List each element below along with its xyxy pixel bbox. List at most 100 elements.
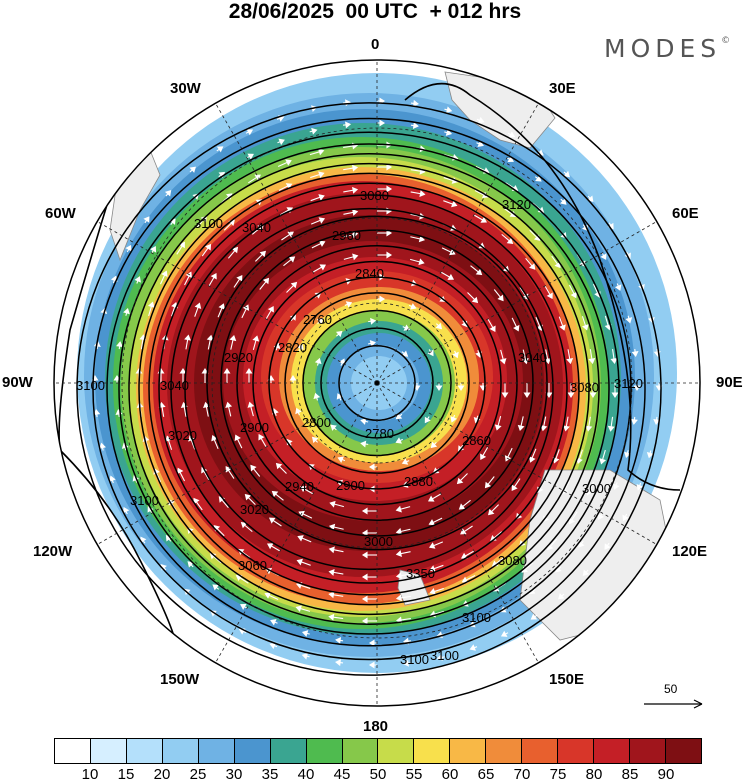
graticule [54, 60, 700, 706]
wind-vector [460, 550, 475, 559]
wind-vector [311, 240, 326, 249]
wind-vector [361, 595, 377, 603]
map-disc [54, 60, 700, 706]
wind-vector [217, 303, 225, 318]
wind-vector [636, 482, 644, 491]
wind-vector [600, 252, 607, 260]
wind-vector [646, 450, 654, 459]
lon-label-60w: 60W [45, 205, 76, 222]
colorbar-swatch [126, 739, 163, 763]
wind-vector [585, 416, 593, 432]
wind-vector [176, 241, 185, 255]
height-contour [106, 131, 632, 647]
wind-vector [143, 216, 150, 224]
wind-vector [581, 316, 589, 331]
contour-label: 3020 [240, 502, 269, 517]
wind-vector [361, 507, 377, 515]
wind-vector [500, 630, 509, 637]
wind-vector [625, 315, 633, 324]
wind-vector [211, 434, 219, 450]
wind-vector [309, 127, 318, 135]
wind-vector [461, 574, 476, 583]
contour-label: 2900 [240, 420, 269, 435]
colorbar-label: 50 [369, 766, 387, 783]
wind-vector [275, 462, 287, 474]
wind-vector [521, 349, 529, 365]
wind-vector [395, 505, 411, 513]
wind-vector [301, 652, 310, 660]
wind-vector [377, 119, 386, 127]
height-contour [92, 117, 646, 661]
wind-vector [428, 517, 443, 526]
wind-vector [501, 383, 509, 399]
contour-label: 2880 [404, 474, 433, 489]
wind-vector [410, 99, 419, 107]
wind-vector [604, 542, 611, 550]
contour-label: 3040 [242, 220, 271, 235]
wind-vector [245, 129, 254, 136]
wind-vector [169, 218, 176, 226]
contour-label: 2780 [365, 426, 394, 441]
wind-vector [487, 504, 500, 516]
colorbar-swatch [342, 739, 379, 763]
wind-vector [113, 374, 121, 383]
wind-vector [429, 564, 444, 572]
wind-speed-colorbar [54, 738, 702, 764]
wind-vector [506, 156, 514, 163]
wind-vector [377, 97, 386, 105]
wind-vector [507, 131, 516, 138]
wind-vector [248, 174, 261, 184]
wind-vector [297, 343, 304, 352]
wind-vector [435, 383, 443, 392]
wind-vector [245, 367, 253, 383]
wind-vector [312, 264, 327, 273]
contour-label: 2800 [302, 415, 331, 430]
contour-label: 3060 [238, 558, 267, 573]
wind-vector [328, 546, 344, 554]
wind-vector [558, 316, 566, 331]
wind-vector [258, 433, 267, 448]
wind-vector [301, 630, 310, 637]
wind-vector [271, 490, 284, 501]
wind-vector [123, 506, 130, 515]
colorbar-swatch [630, 739, 666, 763]
contour-label: 3000 [582, 481, 611, 496]
wind-vector [456, 473, 468, 485]
wind-vector [193, 497, 203, 511]
colorbar-label: 45 [333, 766, 351, 783]
wind-vector [240, 521, 253, 533]
colorbar-swatch [198, 739, 235, 763]
wind-vector [310, 194, 325, 202]
wind-vector [360, 418, 369, 425]
colorbar-swatch [522, 739, 559, 763]
wind-vector [529, 448, 537, 463]
contour-label: 3100 [194, 216, 223, 231]
wind-vector [123, 307, 130, 316]
map-border [53, 59, 701, 707]
contour-label: 3100 [130, 493, 159, 508]
wind-vector [343, 253, 359, 261]
wind-vector [225, 401, 233, 417]
wind-vector [296, 558, 311, 566]
wind-vector [250, 464, 261, 477]
colorbar-swatch [55, 739, 91, 763]
meridian-line [91, 382, 378, 549]
wind-vector [177, 467, 186, 482]
wind-vector [470, 265, 483, 276]
contour-label: 3120 [502, 197, 531, 212]
contour-label: 3120 [614, 376, 643, 391]
colorbar-label: 15 [117, 766, 135, 783]
wind-vector [551, 255, 561, 269]
wind-vector [336, 393, 344, 401]
colorbar-swatch [234, 739, 271, 763]
brand-name: MODES [604, 34, 722, 63]
wind-vector [281, 231, 294, 241]
height-contour [158, 182, 580, 596]
wind-vector [460, 525, 473, 535]
wind-vector [487, 318, 496, 333]
wind-vector [203, 401, 210, 417]
new-zealand-land [397, 569, 431, 606]
wind-vector [569, 511, 578, 525]
wind-vector [254, 250, 267, 262]
colorbar-swatch [414, 739, 451, 763]
